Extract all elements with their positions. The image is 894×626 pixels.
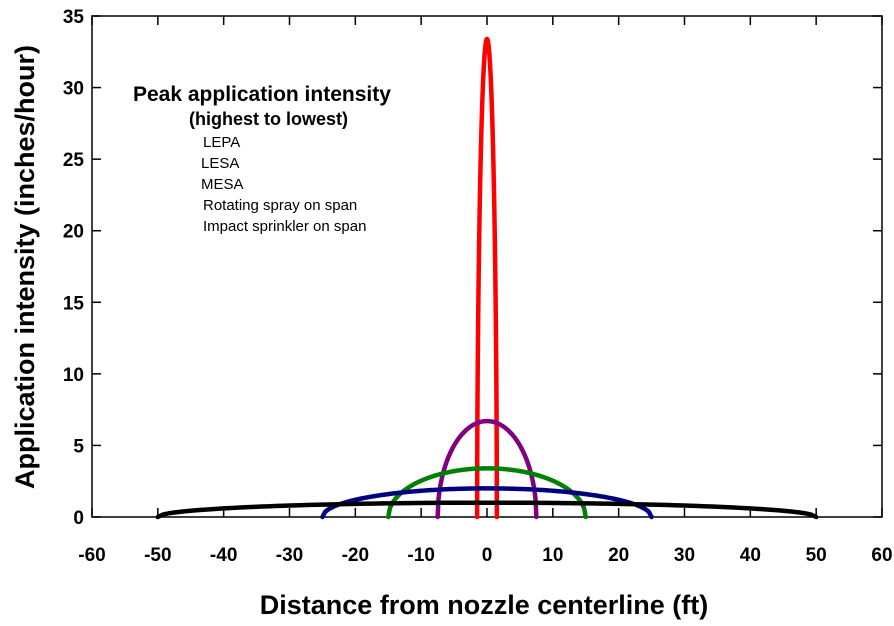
legend-item: LESA — [201, 155, 239, 172]
x-tick-label: 40 — [740, 545, 761, 566]
x-tick-label: 10 — [542, 545, 563, 566]
x-axis-title: Distance from nozzle centerline (ft) — [260, 590, 709, 620]
series-group — [155, 36, 819, 520]
y-tick-label: 15 — [63, 293, 85, 314]
series-line-4 — [320, 486, 654, 520]
y-tick-label: 25 — [63, 150, 85, 171]
x-tick-label: 60 — [871, 545, 892, 566]
series-line-2 — [435, 418, 539, 520]
y-tick-label: 30 — [63, 79, 84, 100]
x-tick-label: -50 — [144, 545, 171, 566]
x-tick-label: 30 — [674, 545, 695, 566]
legend-item: Rotating spray on span — [203, 197, 357, 214]
y-tick-label: 10 — [63, 365, 84, 386]
legend-subtitle: (highest to lowest) — [189, 109, 348, 129]
legend-item: MESA — [201, 176, 244, 193]
y-tick-label: 0 — [73, 508, 84, 529]
y-axis-title: Application intensity (inches/hour) — [10, 45, 40, 489]
x-tick-label: -30 — [276, 545, 303, 566]
x-tick-label: -40 — [210, 545, 237, 566]
series-line-5 — [155, 500, 819, 520]
legend: Peak application intensity (highest to l… — [133, 83, 391, 235]
y-tick-label: 5 — [73, 436, 84, 457]
legend-title: Peak application intensity — [133, 83, 391, 106]
x-tick-label: 50 — [806, 545, 827, 566]
legend-item: Impact sprinkler on span — [203, 218, 366, 235]
x-tick-label: -10 — [407, 545, 434, 566]
x-tick-label: 20 — [608, 545, 629, 566]
y-tick-label: 20 — [63, 222, 84, 243]
x-tick-label: -60 — [78, 545, 105, 566]
x-tick-label: -20 — [342, 545, 369, 566]
legend-item: LEPA — [203, 134, 240, 151]
series-line-3 — [386, 466, 588, 520]
ticks-group: -60 -50 -40 -30 -20 -10 0 10 20 30 40 50 60 0 5 10 15 20 2… — [63, 7, 893, 566]
y-tick-label: 35 — [63, 7, 85, 28]
series-line-1 — [474, 36, 500, 520]
x-tick-label: 0 — [482, 545, 493, 566]
